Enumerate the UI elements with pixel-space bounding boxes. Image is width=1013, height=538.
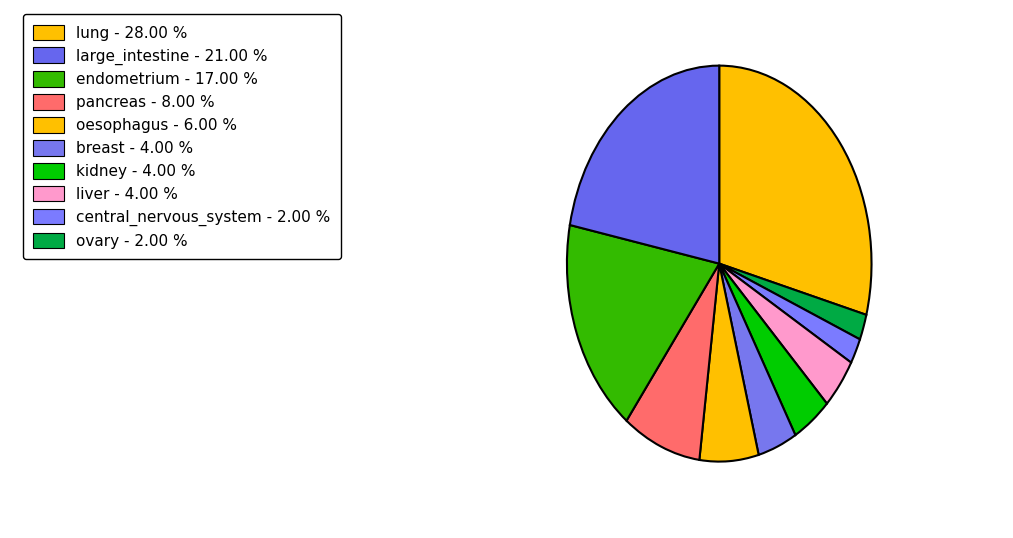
Wedge shape bbox=[699, 264, 759, 462]
Wedge shape bbox=[570, 66, 719, 264]
Legend: lung - 28.00 %, large_intestine - 21.00 %, endometrium - 17.00 %, pancreas - 8.0: lung - 28.00 %, large_intestine - 21.00 … bbox=[22, 14, 341, 259]
Wedge shape bbox=[567, 225, 719, 421]
Wedge shape bbox=[719, 264, 866, 339]
Wedge shape bbox=[719, 264, 795, 455]
Wedge shape bbox=[626, 264, 719, 460]
Wedge shape bbox=[719, 264, 827, 435]
Wedge shape bbox=[719, 66, 871, 315]
Wedge shape bbox=[719, 264, 860, 363]
Wedge shape bbox=[719, 264, 851, 404]
